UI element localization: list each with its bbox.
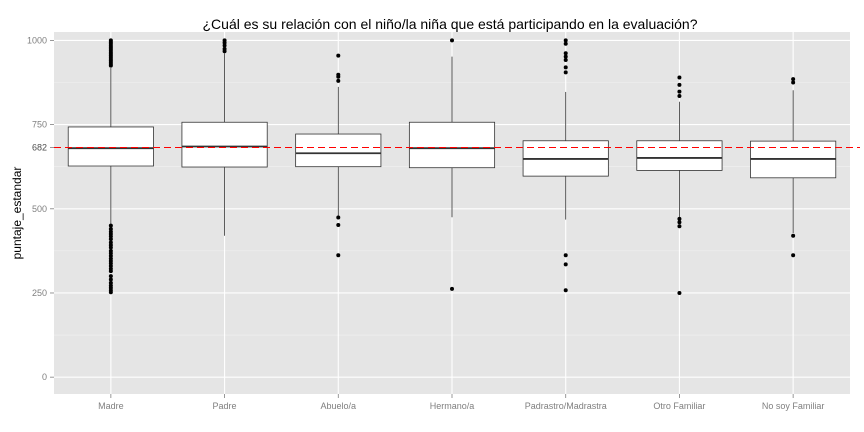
box-iqr [67,126,154,167]
x-tick-label: Hermano/a [430,401,475,411]
y-tick-label: 500 [32,204,47,214]
box-iqr [181,121,268,168]
axis-layer: 0 250 500 750 1000 682 Madre Padre Abuelo/a Herma… [27,35,824,411]
outlier-point [108,277,113,282]
outlier-point [563,70,568,75]
outlier-point [677,216,682,221]
outlier-point [336,78,341,83]
chart-title: ¿Cuál es su relación con el niño/la niña… [203,16,698,32]
outlier-point [108,63,113,68]
outlier-point [563,38,568,43]
outlier-point [336,222,341,227]
y-tick-label: 0 [42,372,47,382]
outlier-point [563,65,568,70]
outlier-point [563,41,568,46]
outlier-point [222,49,227,54]
box-iqr [408,121,496,169]
outlier-point [563,54,568,59]
box-iqr [295,133,382,168]
outlier-point [677,93,682,98]
outlier-point [108,290,113,295]
outlier-point [677,75,682,80]
outlier-point [677,89,682,94]
outlier-point [791,233,796,238]
x-tick-label: Otro Familiar [653,401,705,411]
outlier-point [336,74,341,79]
box-iqr [636,140,723,171]
box-group [636,75,723,295]
boxes-layer [67,38,837,295]
outlier-point [336,53,341,58]
box-group [295,53,382,258]
outlier-point [108,274,113,279]
y-tick-label: 250 [32,288,47,298]
outlier-point [563,262,568,267]
y-axis-label: puntaje_estandar [10,167,24,260]
outlier-point [791,80,796,85]
outlier-point [336,215,341,220]
outlier-point [450,38,454,43]
outlier-point [677,224,682,229]
outlier-point [563,288,568,293]
reference-line-label: 682 [32,143,47,153]
outlier-point [450,286,454,291]
y-tick-label: 1000 [27,35,47,45]
outlier-point [563,253,568,258]
x-tick-label: Padre [213,401,237,411]
x-tick-label: No soy Familiar [762,401,825,411]
outlier-point [336,253,341,258]
outlier-point [108,237,113,242]
x-tick-label: Madre [98,401,124,411]
outlier-point [108,223,113,228]
y-tick-label: 750 [32,120,47,130]
outlier-point [791,77,796,82]
x-tick-label: Abuelo/a [321,401,357,411]
outlier-point [677,290,682,295]
outlier-point [563,57,568,62]
box-group [408,38,496,291]
outlier-point [677,82,682,87]
outlier-point [563,51,568,56]
x-tick-label: Padrastro/Madrastra [525,401,607,411]
outlier-point [222,43,227,48]
outlier-point [108,245,113,250]
box-group [67,38,154,295]
box-group [181,38,268,236]
outlier-point [108,269,113,274]
box-group [522,38,609,293]
outlier-point [791,253,796,258]
outlier-point [677,220,682,225]
